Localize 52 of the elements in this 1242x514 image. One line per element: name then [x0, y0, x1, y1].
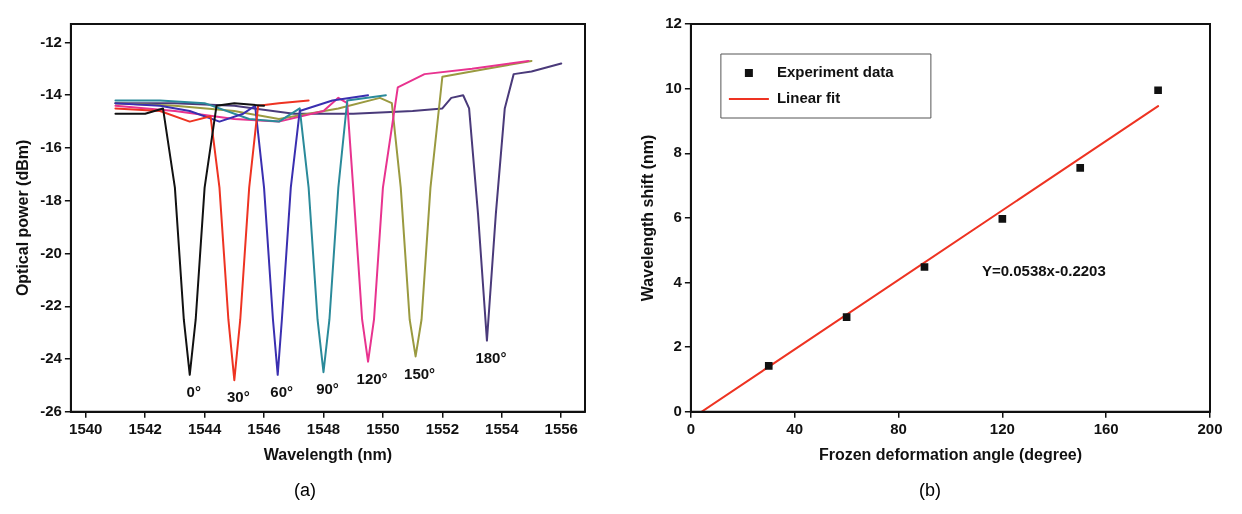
y-tick-label: -14	[40, 85, 63, 103]
annotation: 60°	[270, 383, 294, 401]
y-tick-label: -26	[40, 401, 62, 419]
x-tick-label: 120	[989, 419, 1015, 437]
x-tick-label: 0	[686, 419, 696, 437]
legend-label: Experiment data	[776, 63, 895, 81]
point	[1154, 86, 1162, 95]
x-tick-label: 1552	[425, 419, 460, 437]
y-tick-label: 4	[673, 272, 683, 290]
annotation: 180°	[475, 348, 507, 366]
y-tick-label: 0	[673, 401, 682, 419]
x-tick-label: 40	[786, 419, 804, 437]
annotation: 0°	[186, 383, 201, 401]
y-tick-label: -18	[40, 190, 62, 208]
y-tick-label: 6	[673, 208, 682, 226]
point	[920, 263, 929, 271]
annotation: 120°	[356, 369, 388, 387]
x-tick-label: 200	[1197, 419, 1223, 437]
annotation: 90°	[316, 380, 339, 398]
annotation: 150°	[404, 364, 436, 382]
y-tick-label: 8	[673, 143, 682, 161]
x-tick-label: 1554	[485, 419, 520, 437]
x-tick-label: 1546	[247, 419, 281, 437]
point	[842, 313, 851, 321]
text: (a)	[293, 480, 317, 501]
point	[998, 215, 1007, 223]
y-tick-label: -24	[40, 349, 63, 367]
x-axis-title: Frozen deformation angle (degree)	[818, 445, 1083, 463]
x-tick-label: 1544	[187, 419, 222, 437]
text: (b)	[918, 480, 942, 501]
point	[764, 362, 773, 370]
x-tick-label: 1542	[128, 419, 162, 437]
annotation: 30°	[226, 388, 250, 406]
point	[1076, 163, 1085, 172]
y-tick-label: 12	[665, 14, 682, 32]
y-tick-label: -22	[40, 296, 62, 314]
legend-label: Linear fit	[776, 89, 841, 107]
x-tick-label: 80	[890, 419, 907, 437]
y-tick-label: -16	[40, 138, 62, 156]
y-tick-label: -12	[40, 32, 62, 50]
y-tick-label: 2	[673, 337, 682, 355]
y-axis-title: Wavelength shift (nm)	[639, 134, 657, 302]
y-axis-title: Optical power (dBm)	[14, 139, 32, 297]
x-tick-label: 1548	[306, 419, 341, 437]
x-tick-label: 1540	[69, 419, 103, 437]
y-tick-label: 10	[665, 78, 682, 96]
x-tick-label: 160	[1093, 419, 1119, 437]
x-tick-label: 1556	[544, 419, 578, 437]
y-tick-label: -20	[40, 243, 62, 261]
x-axis-title: Wavelength (nm)	[263, 445, 393, 463]
annotation: Y=0.0538x-0.2203	[981, 262, 1106, 280]
x-tick-label: 1550	[366, 419, 400, 437]
